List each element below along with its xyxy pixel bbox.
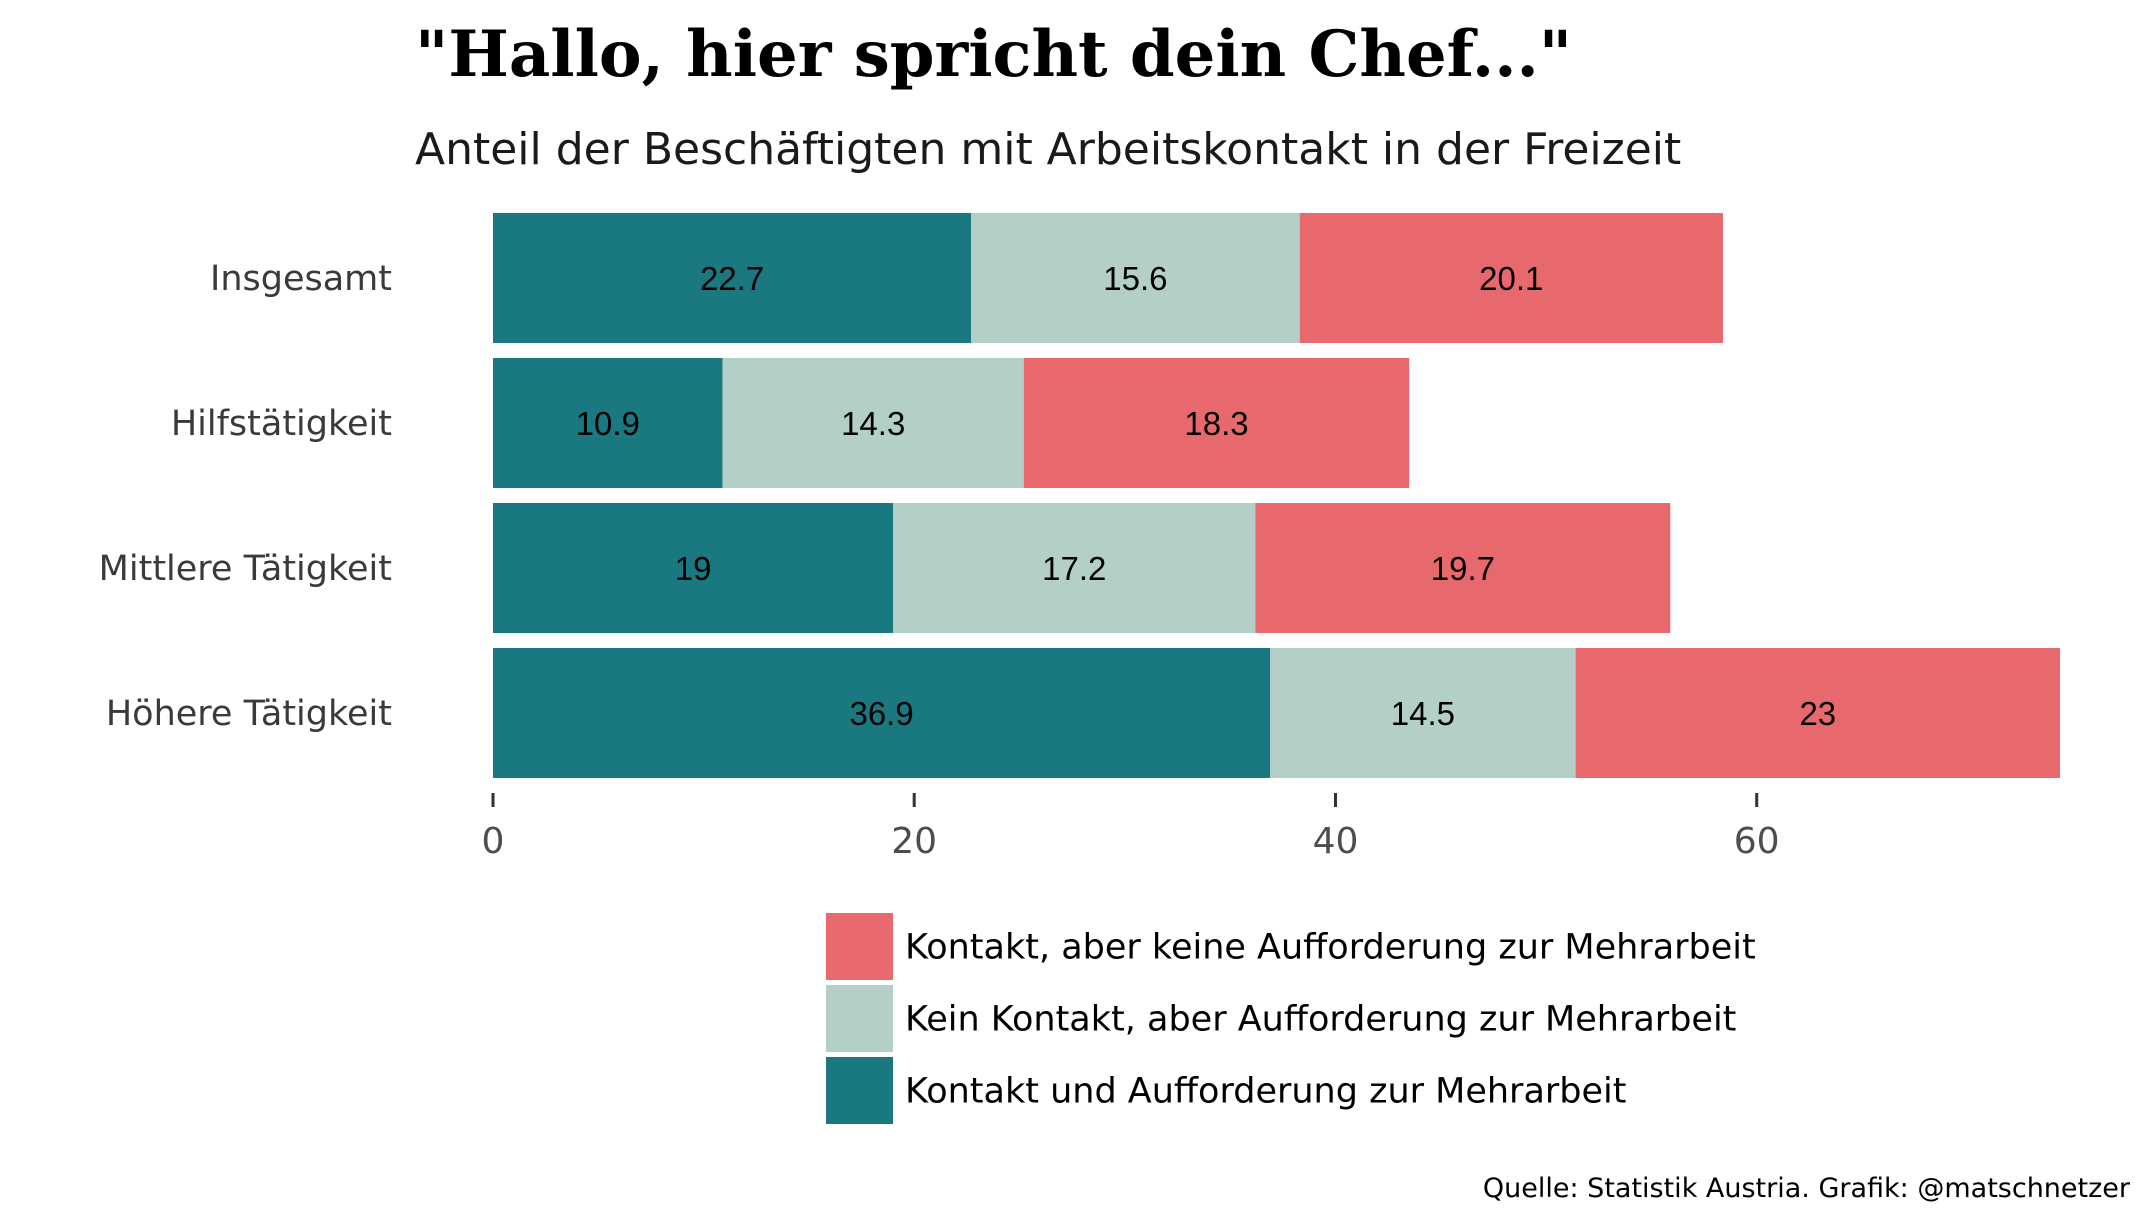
bar-value-label: 14.3: [841, 405, 905, 442]
bar-segment: [1023, 358, 1410, 488]
legend-label: Kontakt und Aufforderung zur Mehrarbeit: [905, 1072, 1626, 1112]
bar-value-label: 19: [675, 550, 712, 587]
chart-subtitle: Anteil der Beschäftigten mit Arbeitskont…: [415, 124, 1681, 175]
chart-title: "Hallo, hier spricht dein Chef...": [415, 17, 1572, 92]
x-tick-label: 0: [482, 821, 505, 862]
legend-swatch: [826, 1057, 893, 1124]
bar-value-label: 19.7: [1431, 550, 1495, 587]
bar-segment: [493, 213, 972, 343]
legend-label: Kein Kontakt, aber Aufforderung zur Mehr…: [905, 1000, 1736, 1040]
bar-segment: [1575, 648, 2060, 778]
bar-value-label: 10.9: [576, 405, 640, 442]
legend-swatch: [826, 913, 893, 980]
plot-area: Insgesamt 22.7 15.6 20.1 Hilfstätigkeit 10.9 1…: [99, 213, 2060, 862]
category-label: Insgesamt: [210, 259, 392, 299]
bar-segment: [493, 503, 894, 633]
bar-value-label: 15.6: [1103, 260, 1167, 297]
bar-segment: [493, 648, 1271, 778]
bar-segment: [722, 358, 1024, 488]
category-label: Höhere Tätigkeit: [106, 694, 392, 734]
legend: Kontakt, aber keine Aufforderung zur Meh…: [826, 913, 1756, 1124]
x-tick-label: 60: [1734, 821, 1780, 862]
bar-value-label: 14.5: [1391, 695, 1455, 732]
bar-segment: [971, 213, 1300, 343]
legend-label: Kontakt, aber keine Aufforderung zur Meh…: [905, 928, 1756, 968]
bar-segment: [1299, 213, 1723, 343]
x-tick-label: 20: [891, 821, 937, 862]
bar-value-label: 20.1: [1479, 260, 1543, 297]
bar-segment: [1270, 648, 1576, 778]
category-label: Mittlere Tätigkeit: [99, 549, 392, 589]
category-label: Hilfstätigkeit: [171, 404, 392, 444]
bar-segment: [1255, 503, 1671, 633]
bar-segment: [893, 503, 1256, 633]
x-tick-label: 40: [1313, 821, 1359, 862]
chart-caption: Quelle: Statistik Austria. Grafik: @mats…: [1483, 1173, 2131, 1204]
bar-segment: [493, 358, 723, 488]
bar-value-label: 23: [1799, 695, 1836, 732]
bar-value-label: 22.7: [700, 260, 764, 297]
bar-value-label: 17.2: [1042, 550, 1106, 587]
legend-swatch: [826, 985, 893, 1052]
bar-value-label: 36.9: [849, 695, 913, 732]
bar-value-label: 18.3: [1184, 405, 1248, 442]
